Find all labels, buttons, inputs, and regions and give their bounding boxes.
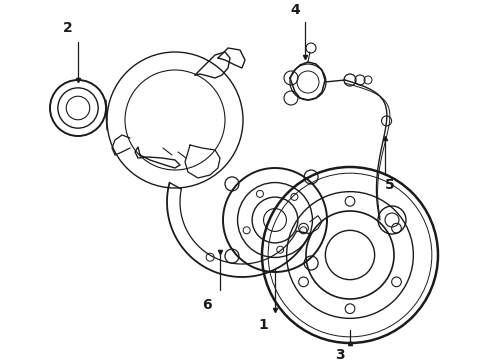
Text: 4: 4 xyxy=(290,3,300,17)
Text: 1: 1 xyxy=(258,318,268,332)
Text: 6: 6 xyxy=(202,298,212,312)
Text: 3: 3 xyxy=(335,348,345,360)
Text: 5: 5 xyxy=(385,179,395,193)
Text: 2: 2 xyxy=(63,21,73,35)
